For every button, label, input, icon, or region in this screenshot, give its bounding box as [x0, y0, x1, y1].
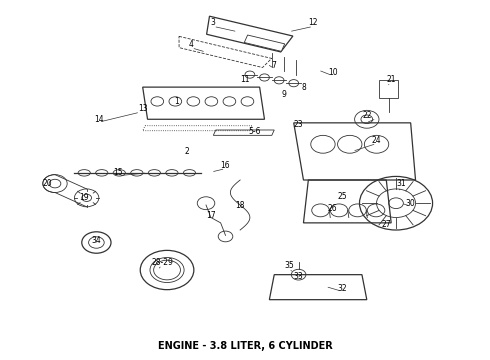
Bar [379, 80, 398, 98]
Text: 9: 9 [282, 90, 287, 99]
Text: 25: 25 [338, 192, 347, 201]
Text: 5-6: 5-6 [248, 127, 261, 136]
Text: 34: 34 [92, 236, 101, 245]
Text: 4: 4 [189, 40, 194, 49]
Text: 22: 22 [362, 111, 371, 120]
Text: 16: 16 [220, 161, 230, 170]
Text: 8: 8 [301, 83, 306, 92]
Text: 15: 15 [114, 168, 123, 177]
Text: 18: 18 [235, 201, 245, 210]
Text: 17: 17 [206, 211, 216, 220]
Text: 10: 10 [328, 68, 338, 77]
Text: 7: 7 [272, 61, 277, 70]
Text: 30: 30 [406, 199, 416, 208]
Text: 3: 3 [211, 18, 216, 27]
Text: 33: 33 [294, 272, 303, 281]
Text: 35: 35 [284, 261, 294, 270]
Text: 32: 32 [338, 284, 347, 293]
Text: 2: 2 [184, 147, 189, 156]
Text: 27: 27 [382, 220, 391, 229]
Text: ENGINE - 3.8 LITER, 6 CYLINDER: ENGINE - 3.8 LITER, 6 CYLINDER [158, 341, 332, 351]
Text: 13: 13 [138, 104, 147, 113]
Text: 21: 21 [387, 76, 396, 85]
Text: 23: 23 [294, 120, 303, 129]
Text: 26: 26 [328, 204, 338, 213]
Text: 12: 12 [309, 18, 318, 27]
Text: 19: 19 [79, 193, 89, 202]
Text: 28-29: 28-29 [151, 258, 173, 267]
Bar [245, 35, 285, 51]
Text: 14: 14 [94, 115, 104, 124]
Text: 20: 20 [43, 179, 52, 188]
Text: 11: 11 [240, 76, 250, 85]
Text: 31: 31 [396, 179, 406, 188]
Text: 1: 1 [174, 97, 179, 106]
Text: 24: 24 [372, 136, 381, 145]
